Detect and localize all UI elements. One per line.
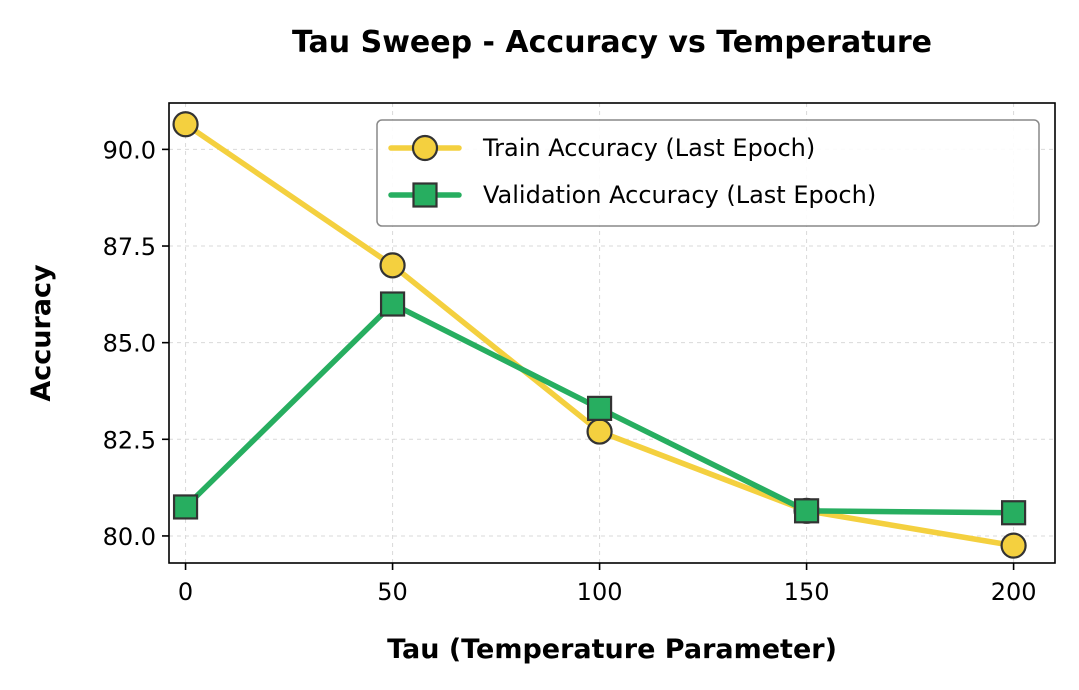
x-tick-label: 0 — [178, 578, 193, 606]
data-point — [379, 252, 406, 279]
data-point — [1000, 532, 1027, 559]
y-tick-label: 80.0 — [103, 523, 156, 551]
plot-series — [172, 111, 1027, 559]
data-point — [1000, 500, 1027, 526]
y-axis: 80.0 82.5 85.0 87.5 90.0 — [103, 136, 169, 551]
plot-frame — [168, 102, 1056, 564]
series-validation — [172, 291, 1027, 526]
legend-marker — [412, 182, 438, 208]
data-point — [379, 291, 406, 317]
y-tick-label: 85.0 — [103, 330, 156, 358]
x-axis: 0 50 100 150 200 — [178, 563, 1037, 606]
y-axis-label: Accuracy — [26, 264, 57, 402]
x-axis-label: Tau (Temperature Parameter) — [387, 634, 837, 665]
legend: Train Accuracy (Last Epoch) Validation Ac… — [376, 119, 1040, 227]
x-tick-label: 150 — [784, 578, 830, 606]
legend-item: Train Accuracy (Last Epoch) — [388, 134, 815, 162]
legend-marker — [411, 134, 439, 162]
y-tick-label: 87.5 — [103, 233, 156, 261]
y-tick-label: 90.0 — [103, 136, 156, 164]
series-train — [172, 111, 1027, 559]
data-point — [793, 498, 820, 524]
x-tick-label: 50 — [377, 578, 408, 606]
data-point — [172, 494, 199, 520]
legend-item: Validation Accuracy (Last Epoch) — [388, 181, 876, 209]
data-point — [172, 111, 199, 138]
legend-label: Train Accuracy (Last Epoch) — [482, 134, 815, 162]
chart-title: Tau Sweep - Accuracy vs Temperature — [292, 25, 932, 60]
legend-box — [376, 119, 1040, 227]
legend-label: Validation Accuracy (Last Epoch) — [483, 181, 876, 209]
y-tick-label: 82.5 — [103, 426, 156, 454]
x-tick-label: 100 — [577, 578, 623, 606]
data-point — [586, 418, 613, 445]
data-point — [586, 395, 613, 421]
x-tick-label: 200 — [991, 578, 1037, 606]
